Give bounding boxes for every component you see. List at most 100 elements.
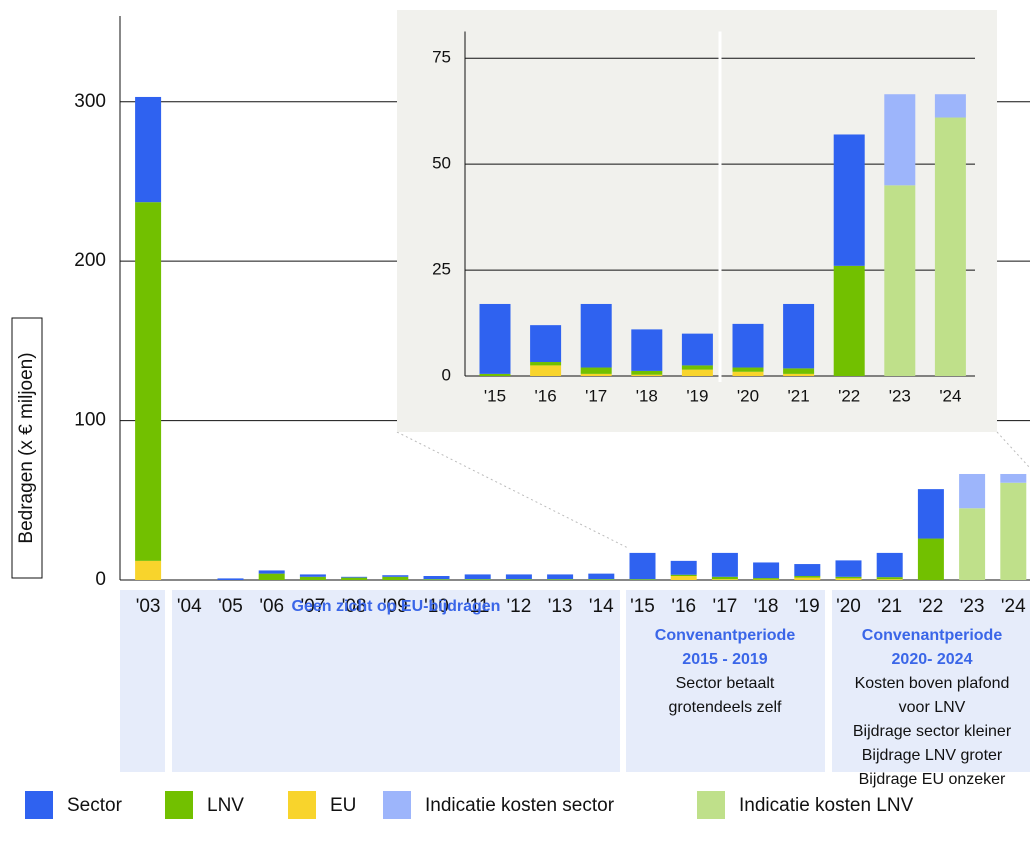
- bar-segment: [530, 365, 562, 376]
- x-tick-label: '15: [630, 596, 655, 617]
- x-tick-label: '10: [424, 596, 449, 617]
- x-tick-label: '19: [795, 596, 820, 617]
- bar-segment: [783, 373, 815, 376]
- bar-segment: [341, 577, 368, 580]
- bar-segment: [299, 574, 326, 577]
- bar-segment: [884, 185, 916, 376]
- bar-segment: [530, 362, 562, 366]
- bar-segment: [681, 365, 713, 370]
- x-tick-label: '21: [788, 386, 810, 405]
- x-tick-label: '05: [218, 596, 243, 617]
- bar-segment: [631, 370, 663, 375]
- bar-segment: [382, 575, 409, 577]
- bar-segment: [464, 579, 491, 580]
- background: [120, 590, 1030, 772]
- bar-segment: [670, 576, 697, 580]
- bar-segment: [753, 562, 780, 579]
- bar-segment: [479, 373, 511, 376]
- x-tick-label: '08: [342, 596, 367, 617]
- bar-segment: [884, 94, 916, 186]
- bar-segment: [670, 574, 697, 577]
- x-tick-label: '09: [383, 596, 408, 617]
- bar-segment: [547, 579, 574, 580]
- bar-segment: [464, 574, 491, 580]
- y-tick-label: 100: [74, 410, 106, 431]
- annotation: Kosten boven plafond: [855, 675, 1010, 692]
- period-band: [832, 590, 1030, 772]
- x-tick-label: '20: [836, 596, 861, 617]
- bar-segment: [135, 560, 162, 580]
- bar-segment: [711, 552, 738, 577]
- legend-label: LNV: [207, 795, 244, 816]
- annotation: 2015 - 2019: [682, 651, 768, 668]
- bar-segment: [1000, 473, 1027, 483]
- x-tick-label: '15: [484, 386, 506, 405]
- bar-segment: [732, 371, 764, 376]
- bar-segment: [794, 564, 821, 577]
- bar-segment: [732, 323, 764, 368]
- y-tick-label: 300: [74, 91, 106, 112]
- x-tick-label: '20: [737, 386, 759, 405]
- bar-segment: [876, 579, 903, 580]
- connector: [396, 431, 629, 549]
- bar-segment: [1000, 482, 1027, 580]
- x-tick-label: '16: [671, 596, 696, 617]
- x-tick-label: '23: [960, 596, 985, 617]
- annotation: voor LNV: [899, 699, 966, 716]
- bar-segment: [934, 94, 966, 118]
- annotation: 2020- 2024: [892, 651, 973, 668]
- x-tick-label: '19: [686, 386, 708, 405]
- bar-segment: [217, 578, 244, 580]
- y-axis-label: Bedragen (x € miljoen): [16, 352, 37, 543]
- bar-segment: [794, 577, 821, 580]
- legend-label: Indicatie kosten sector: [425, 795, 615, 816]
- bar-segment: [258, 573, 285, 580]
- bar-segment: [783, 368, 815, 374]
- annotation: grotendeels zelf: [669, 699, 783, 716]
- bar-segment: [258, 570, 285, 574]
- bar-segment: [681, 369, 713, 376]
- x-tick-label: '13: [548, 596, 573, 617]
- bar-segment: [835, 576, 862, 579]
- y-tick-label: 75: [432, 48, 451, 67]
- bar-segment: [681, 333, 713, 366]
- y-tick-label: 200: [74, 250, 106, 271]
- x-tick-label: '12: [507, 596, 532, 617]
- period-band: [172, 590, 620, 772]
- bar-segment: [580, 373, 612, 376]
- bar-segment: [341, 576, 368, 578]
- connector: [996, 431, 1030, 469]
- annotation: Sector betaalt: [676, 675, 775, 692]
- bar-segment: [783, 303, 815, 369]
- bar-segment: [917, 489, 944, 539]
- y-label-box: [11, 317, 43, 579]
- bar-segment: [876, 552, 903, 578]
- x-tick-label: '22: [838, 386, 860, 405]
- bar-segment: [135, 96, 162, 203]
- legend-swatch: [165, 791, 193, 819]
- period-band: [626, 590, 825, 772]
- legend-swatch: [25, 791, 53, 819]
- x-tick-label: '04: [177, 596, 202, 617]
- annotation: Geen zicht op EU-bijdragen: [292, 598, 501, 615]
- bar-segment: [382, 576, 409, 580]
- annotation: Convenantperiode: [862, 627, 1003, 644]
- bar-segment: [794, 576, 821, 578]
- x-tick-label: '14: [589, 596, 614, 617]
- bar-segment: [934, 117, 966, 377]
- bar-segment: [588, 579, 615, 580]
- bar-segment: [629, 579, 656, 580]
- y-tick-label: 0: [442, 365, 451, 384]
- bar-segment: [423, 579, 450, 580]
- bar-segment: [423, 576, 450, 580]
- bar-segment: [547, 574, 574, 580]
- x-tick-label: '22: [919, 596, 944, 617]
- annotation: Convenantperiode: [655, 627, 796, 644]
- bar-segment: [711, 579, 738, 580]
- bar-segment: [631, 329, 663, 371]
- bar-segment: [876, 577, 903, 580]
- bar-segment: [959, 508, 986, 580]
- bar-segment: [711, 576, 738, 580]
